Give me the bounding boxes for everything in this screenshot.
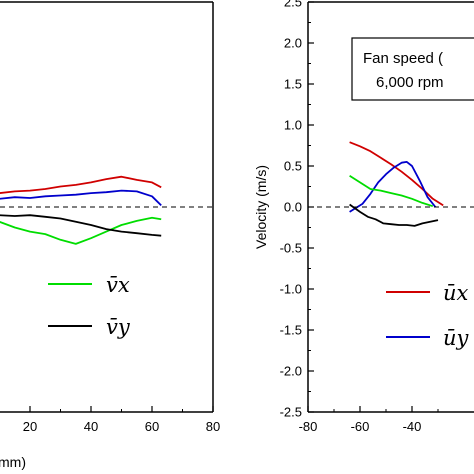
annotation-box: [351, 37, 474, 101]
right-y-tick-label-3: 1.0: [284, 118, 302, 133]
left-series-line-3: [0, 214, 162, 237]
right-y-tick-label-7: -1.0: [280, 282, 302, 297]
left-x-tick-label-1: 40: [84, 419, 98, 434]
left-series-line-0: [0, 175, 162, 194]
left-series-group: [0, 175, 162, 245]
right-y-tick-label-2: 1.5: [284, 77, 302, 92]
right-series-group: [349, 141, 444, 227]
right-series-line-3: [349, 203, 439, 227]
right-y-tick-label-1: 2.0: [284, 36, 302, 51]
right-series-line-1: [349, 160, 437, 213]
left-x-tick-label-3: 80: [206, 419, 220, 434]
right-y-axis-label: Velocity (m/s): [253, 165, 269, 249]
left-x-tick-label-0: 20: [23, 419, 37, 434]
right-y-tick-label-10: -2.5: [280, 405, 302, 420]
legend-label-vx: v̄x: [106, 273, 130, 297]
left-panel: 20 40 60 80 mm) v̄x v̄y: [0, 1, 220, 470]
right-y-tick-label-0: 2.5: [284, 0, 302, 10]
right-x-tick-label-0: -80: [299, 419, 318, 434]
right-x-ticks: -80 -60 -40: [299, 406, 439, 434]
left-x-axis-label: mm): [0, 454, 26, 470]
right-y-ticks: 2.5 2.0 1.5 1.0 0.5 0.0 -0.5 -1.0 -1.5 -2.0 -2.5: [280, 0, 314, 420]
right-y-tick-label-5: 0.0: [284, 200, 302, 215]
annotation-line-2: 6,000 rpm: [376, 74, 444, 91]
right-y-tick-label-4: 0.5: [284, 159, 302, 174]
left-series-line-1: [0, 189, 162, 207]
right-x-tick-label-2: -40: [403, 419, 422, 434]
legend-label-uy: ūy: [443, 326, 470, 350]
right-series-line-2: [349, 175, 434, 208]
right-y-tick-label-9: -2.0: [280, 364, 302, 379]
annotation-line-1: Fan speed (: [363, 50, 443, 67]
right-panel: 2.5 2.0 1.5 1.0 0.5 0.0 -0.5 -1.0 -1.5 -2.0 -2.5 -…: [253, 0, 474, 434]
right-series-line-0: [349, 141, 444, 207]
left-series-line-2: [0, 216, 162, 245]
right-x-tick-label-1: -60: [351, 419, 370, 434]
left-x-ticks: 20 40 60 80: [23, 406, 220, 434]
right-y-tick-label-8: -1.5: [280, 323, 302, 338]
left-x-tick-label-2: 60: [145, 419, 159, 434]
legend-label-ux: ūx: [443, 281, 469, 305]
legend-label-vy: v̄y: [106, 315, 131, 339]
right-y-tick-label-6: -0.5: [280, 241, 302, 256]
